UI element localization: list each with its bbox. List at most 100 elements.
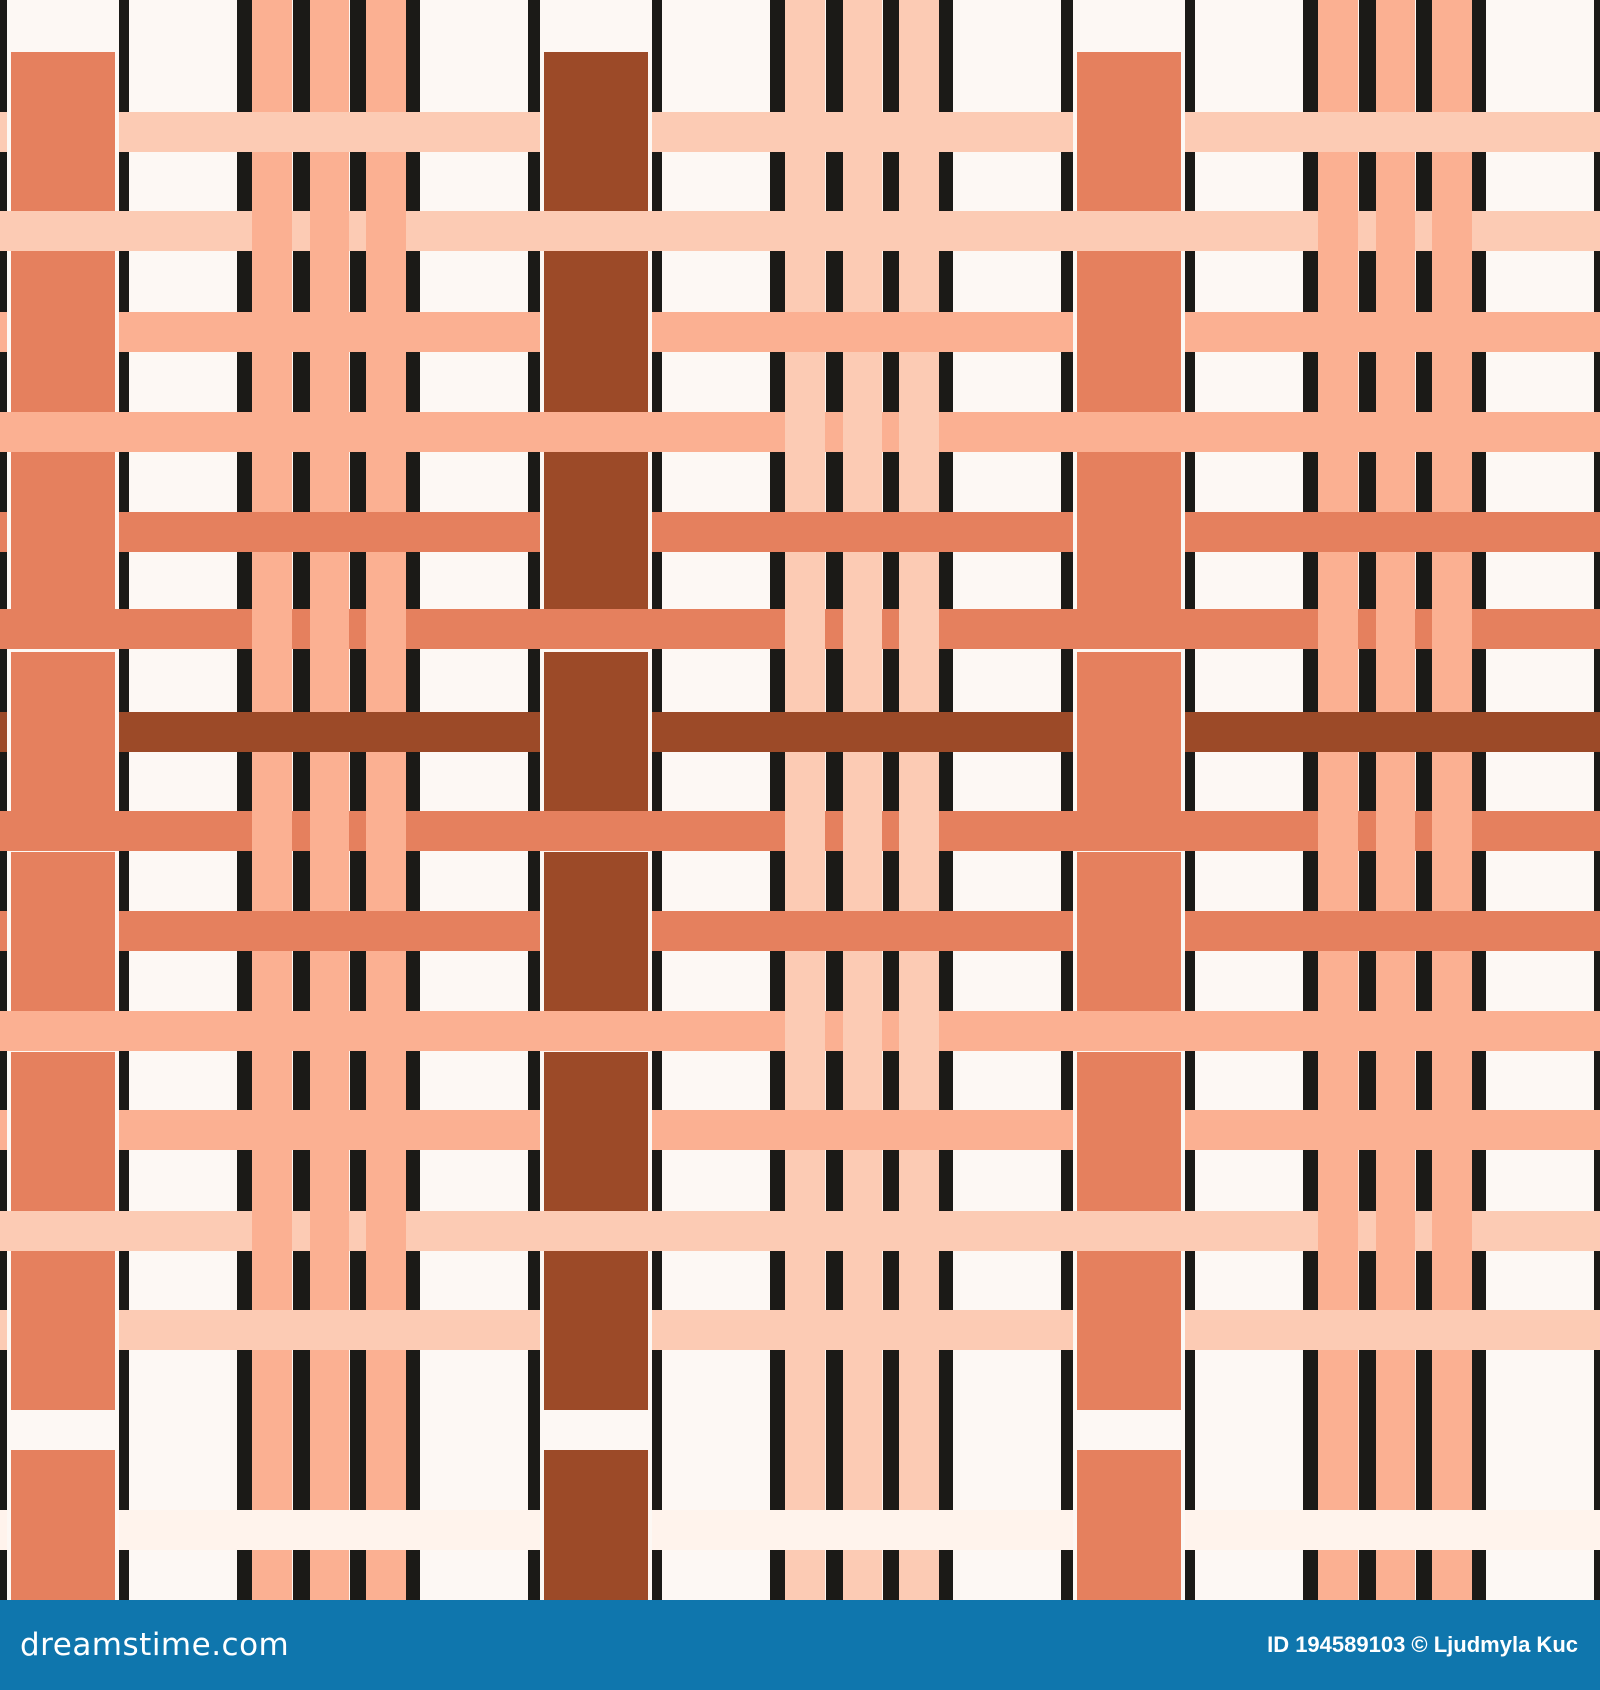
horizontal-band-partial [1185, 312, 1600, 352]
black-warp-line [237, 0, 252, 1600]
stripe-crossing [252, 1011, 292, 1051]
stripe-crossing [899, 1211, 939, 1251]
wide-column-segment [544, 1251, 648, 1410]
black-warp-line [1416, 0, 1432, 1600]
stripe-crossing [785, 609, 825, 649]
stripe-crossing [1376, 609, 1415, 649]
stripe-crossing [785, 412, 825, 452]
black-warp-line [0, 0, 3, 1600]
black-warp-line [350, 0, 366, 1600]
image-credit: ID 194589103 © Ljudmyla Kuc [1267, 1632, 1578, 1657]
horizontal-band-partial [0, 112, 7, 152]
horizontal-band-partial [119, 1310, 540, 1350]
horizontal-band-partial [652, 512, 1073, 552]
wide-column-segment [544, 452, 648, 609]
horizontal-band-partial [1185, 512, 1600, 552]
stripe-crossing [1318, 412, 1358, 452]
stripe-crossing [1376, 1211, 1415, 1251]
black-warp-line [533, 0, 536, 1600]
stripe-crossing [252, 412, 292, 452]
wide-column-segment [11, 452, 115, 609]
stripe-crossing [899, 211, 939, 251]
stripe-crossing [1376, 211, 1415, 251]
wide-column-segment [1077, 1251, 1181, 1410]
wide-column-segment [544, 52, 648, 211]
stripe-crossing [843, 412, 882, 452]
horizontal-band-partial [0, 712, 7, 752]
stripe-crossing [1318, 1011, 1358, 1051]
black-warp-line [826, 0, 843, 1600]
stripe-crossing [310, 609, 349, 649]
wide-column-segment [1077, 52, 1181, 211]
stripe-crossing [1432, 1011, 1472, 1051]
black-warp-line [1185, 0, 1195, 1600]
black-warp-line [1359, 0, 1376, 1600]
wide-column-segment [11, 251, 115, 412]
stripe-crossing [843, 811, 882, 851]
wide-column-segment [1077, 1450, 1181, 1600]
stripe-crossing [785, 1211, 825, 1251]
horizontal-band-partial [119, 512, 540, 552]
horizontal-band-partial [0, 1510, 7, 1550]
wide-column-segment [11, 852, 115, 1011]
stripe-crossing [1376, 811, 1415, 851]
horizontal-band-partial [1185, 712, 1600, 752]
stripe-crossing [1376, 412, 1415, 452]
horizontal-band-partial [119, 312, 540, 352]
horizontal-band-partial [1185, 911, 1600, 951]
stripe-crossing [843, 1211, 882, 1251]
stripe-crossing [366, 811, 406, 851]
horizontal-band-partial [1185, 1310, 1600, 1350]
stripe-crossing [843, 609, 882, 649]
stripe-crossing [899, 412, 939, 452]
stripe-crossing [785, 211, 825, 251]
stripe-crossing [1318, 211, 1358, 251]
horizontal-band-partial [0, 512, 7, 552]
horizontal-band-partial [119, 1510, 540, 1550]
horizontal-band-partial [1185, 112, 1600, 152]
horizontal-band-partial [119, 911, 540, 951]
horizontal-band-partial [1185, 1110, 1600, 1150]
stripe-crossing [899, 811, 939, 851]
horizontal-band-partial [652, 112, 1073, 152]
wide-column-segment [11, 52, 115, 211]
wide-column-segment [1077, 852, 1181, 1011]
horizontal-band-partial [0, 911, 7, 951]
black-warp-line [939, 0, 953, 1600]
stripe-crossing [252, 811, 292, 851]
stripe-crossing [1432, 1211, 1472, 1251]
black-warp-line [0, 0, 7, 1600]
stripe-crossing [1318, 1211, 1358, 1251]
wide-column-segment [11, 652, 115, 811]
wide-column-segment [11, 1450, 115, 1600]
wide-column-segment [544, 1450, 648, 1600]
wide-column-segment [544, 1052, 648, 1211]
stripe-crossing [1432, 609, 1472, 649]
stripe-crossing [1318, 609, 1358, 649]
black-warp-line [406, 0, 420, 1600]
black-warp-line [652, 0, 662, 1600]
horizontal-band-partial [652, 1510, 1073, 1550]
black-warp-line [1472, 0, 1486, 1600]
stripe-crossing [785, 811, 825, 851]
horizontal-band-partial [0, 1310, 7, 1350]
wide-column-segment [544, 852, 648, 1011]
stripe-crossing [1376, 1011, 1415, 1051]
black-warp-line [883, 0, 899, 1600]
stripe-crossing [1432, 211, 1472, 251]
horizontal-band-partial [652, 712, 1073, 752]
stripe-crossing [310, 811, 349, 851]
horizontal-band-partial [652, 312, 1073, 352]
stripe-crossing [366, 211, 406, 251]
stripe-crossing [310, 412, 349, 452]
stripe-crossing [843, 1011, 882, 1051]
woven-plaid-pattern [0, 0, 1600, 1600]
watermark-footer-bar: dreamstime.com ID 194589103 © Ljudmyla K… [0, 1600, 1600, 1690]
black-warp-line [293, 0, 310, 1600]
stripe-crossing [310, 1211, 349, 1251]
stripe-crossing [366, 1011, 406, 1051]
stripe-crossing [366, 609, 406, 649]
stripe-crossing [366, 1211, 406, 1251]
horizontal-band-partial [0, 312, 7, 352]
stripe-crossing [252, 1211, 292, 1251]
